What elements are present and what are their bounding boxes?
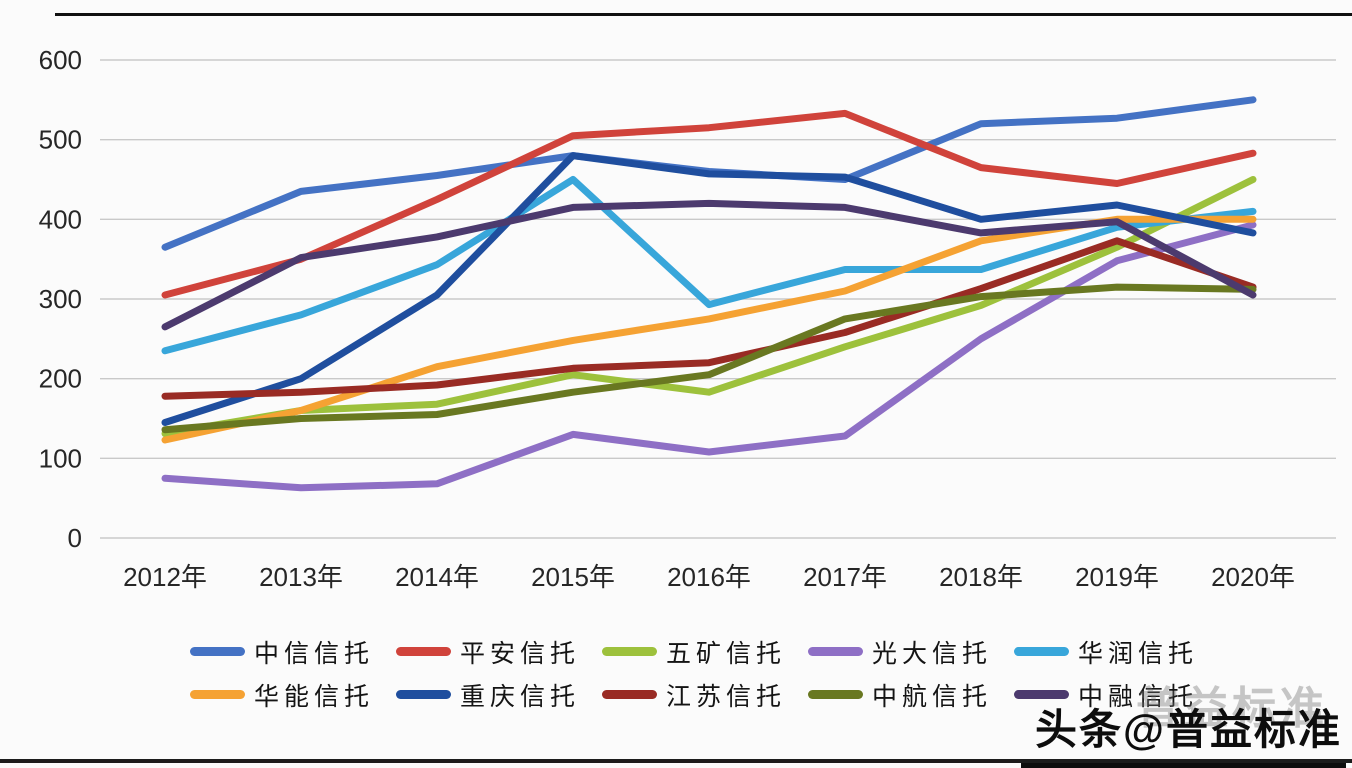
legend-swatch-icon — [1014, 647, 1069, 656]
series-line-10 — [161, 199, 1257, 331]
legend-row-2: 华能信托 重庆信托 江苏信托 中航信托 中融信托 — [190, 673, 1250, 716]
x-axis-tick-1: 2012年 — [123, 562, 207, 592]
legend-label: 光大信托 — [872, 639, 993, 668]
legend-item-4: 光大信托 — [808, 634, 1014, 670]
legend-label: 华润信托 — [1078, 639, 1199, 668]
y-axis-tick-0: 0 — [68, 523, 82, 553]
top-border-line — [55, 13, 1352, 16]
legend-label: 华能信托 — [254, 682, 375, 711]
x-axis-tick-4: 2015年 — [531, 562, 615, 592]
legend-row-1: 中信信托 平安信托 五矿信托 光大信托 华润信托 — [190, 630, 1250, 673]
series-line-4 — [161, 221, 1257, 492]
legend-item-7: 重庆信托 — [396, 677, 602, 713]
series-line-7 — [161, 152, 1257, 426]
x-axis-tick-6: 2017年 — [803, 562, 887, 592]
legend-label: 中信信托 — [254, 639, 375, 668]
legend-item-5: 华润信托 — [1014, 634, 1220, 670]
x-axis-tick-2: 2013年 — [259, 562, 343, 592]
series-line-5 — [161, 176, 1257, 355]
x-axis-tick-8: 2019年 — [1075, 562, 1159, 592]
ghost-watermark-text: 普益标准 — [1136, 684, 1328, 733]
y-axis-tick-200: 200 — [39, 364, 82, 394]
legend-label: 中航信托 — [872, 682, 993, 711]
y-axis-tick-300: 300 — [39, 284, 82, 314]
legend-swatch-icon — [602, 647, 657, 656]
legend-item-9: 中航信托 — [808, 677, 1014, 713]
legend-label: 江苏信托 — [666, 682, 787, 711]
y-axis-tick-600: 600 — [39, 45, 82, 75]
watermark: 头条@普益标准 — [1021, 696, 1346, 768]
series-line-9 — [161, 283, 1257, 434]
legend-swatch-icon — [808, 647, 863, 656]
legend-item-6: 华能信托 — [190, 677, 396, 713]
series-line-3 — [161, 176, 1257, 438]
legend-swatch-icon — [396, 647, 451, 656]
legend-item-3: 五矿信托 — [602, 634, 808, 670]
legend-swatch-icon — [396, 690, 451, 699]
legend-item-1: 中信信托 — [190, 634, 396, 670]
chart-legend: 中信信托 平安信托 五矿信托 光大信托 华润信托 华能信托 重庆信托 江苏信托 中航信托 中融信… — [190, 630, 1250, 716]
legend-item-2: 平安信托 — [396, 634, 602, 670]
line-chart: 0 100 200 300 400 500 600 2012年 2013年 2014年 2015年 2… — [39, 45, 1336, 592]
legend-swatch-icon — [190, 647, 245, 656]
legend-item-10: 中融信托 — [1014, 677, 1220, 713]
x-axis-tick-3: 2014年 — [395, 562, 479, 592]
legend-swatch-icon — [808, 690, 863, 699]
y-axis-tick-400: 400 — [39, 204, 82, 234]
series-line-8 — [161, 237, 1257, 400]
legend-swatch-icon — [602, 690, 657, 699]
bottom-border-line — [0, 759, 1352, 763]
legend-label: 五矿信托 — [666, 639, 787, 668]
x-axis-tick-9: 2020年 — [1211, 562, 1295, 592]
x-axis-tick-7: 2018年 — [939, 562, 1023, 592]
y-axis-tick-500: 500 — [39, 125, 82, 155]
y-axis-tick-100: 100 — [39, 443, 82, 473]
legend-label: 重庆信托 — [460, 682, 581, 711]
legend-swatch-icon — [1014, 690, 1069, 699]
x-axis-tick-5: 2016年 — [667, 562, 751, 592]
legend-swatch-icon — [190, 690, 245, 699]
legend-item-8: 江苏信托 — [602, 677, 808, 713]
legend-label: 中融信托 — [1078, 682, 1199, 711]
series-line-2 — [161, 109, 1257, 299]
legend-label: 平安信托 — [460, 639, 581, 668]
